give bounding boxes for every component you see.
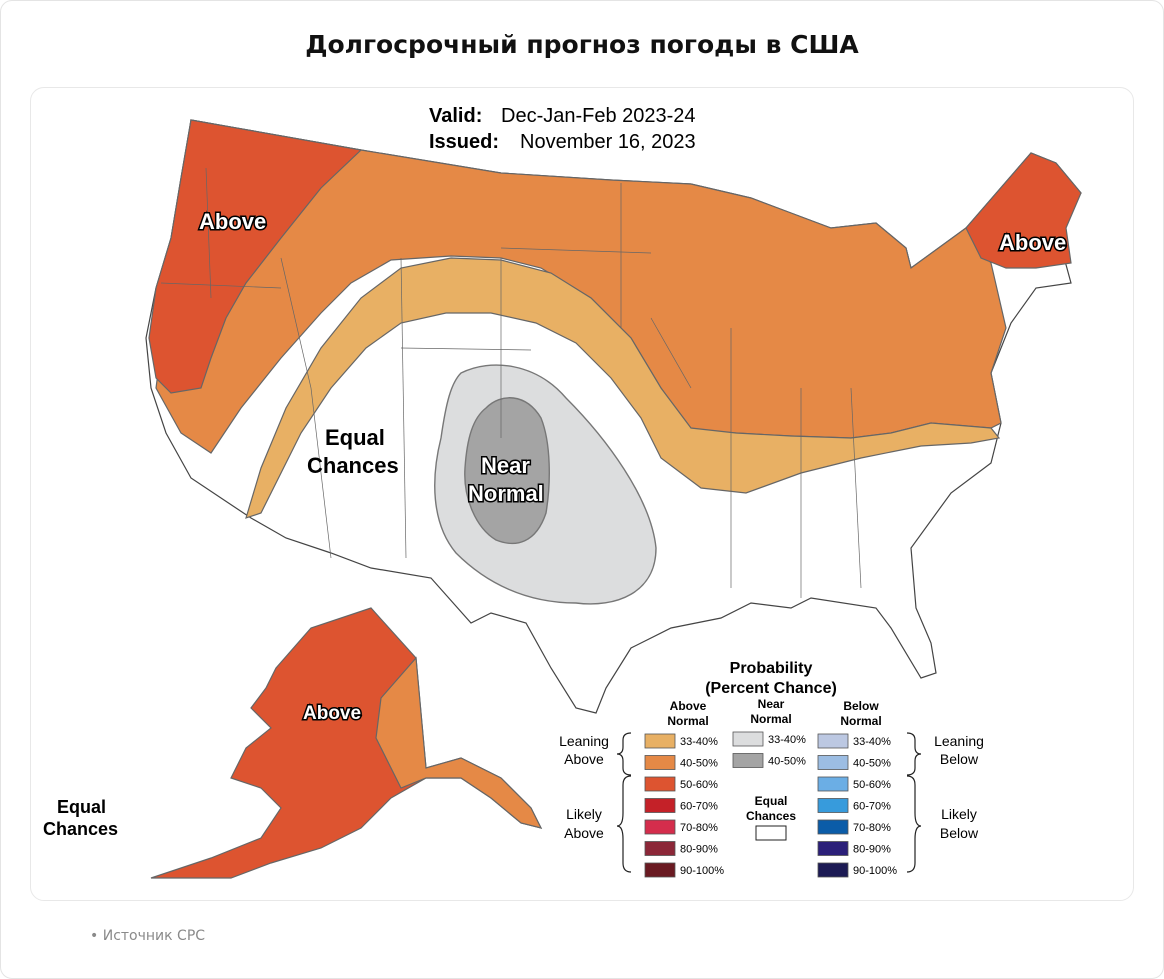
legend-below-range-4: 70-80% xyxy=(853,822,891,834)
above-header-1: Above xyxy=(670,699,707,713)
below-header-1: Below xyxy=(843,699,879,713)
legend-below-range-1: 40-50% xyxy=(853,758,891,770)
legend-above-range-3: 60-70% xyxy=(680,801,718,813)
likely-below-2: Below xyxy=(940,825,979,841)
legend-above-range-2: 50-60% xyxy=(680,779,718,791)
legend-below-swatch-3 xyxy=(817,798,849,813)
alaska-above-40-50 xyxy=(375,656,543,829)
outlook-map-card: Valid: Dec-Jan-Feb 2023-24 Issued: Novem… xyxy=(30,87,1134,901)
west-above-label: Above xyxy=(199,209,266,234)
state-boundaries xyxy=(160,167,862,598)
legend-near-swatch-0 xyxy=(732,731,764,747)
above-header-2: Normal xyxy=(667,714,708,728)
legend-near-column: 33-40% 40-50% xyxy=(732,731,806,768)
alaska-land xyxy=(150,607,543,879)
legend-below-range-6: 90-100% xyxy=(853,865,897,877)
near-header-1: Near xyxy=(758,697,785,711)
issued-label: Issued: xyxy=(429,131,499,153)
legend-above-swatch-1 xyxy=(644,755,676,770)
equal-chances-line1: Equal xyxy=(325,425,385,450)
legend-below-swatch-4 xyxy=(817,819,849,835)
alaska-equal-line1: Equal xyxy=(57,797,106,817)
near-normal-40-50 xyxy=(464,397,550,544)
leaning-above-2: Above xyxy=(564,751,604,767)
near-header-2: Normal xyxy=(750,712,791,726)
legend-near-range-1: 40-50% xyxy=(768,756,806,768)
legend-equal-2: Chances xyxy=(746,809,796,823)
alaska-above-label: Above xyxy=(303,703,361,724)
legend-braces xyxy=(616,732,922,873)
legend-above-column: 33-40% 40-50% 50-60% 60-70% 70-80% 80-90% 90-1… xyxy=(644,733,724,878)
legend-above-swatch-5 xyxy=(644,841,676,856)
legend-above-swatch-2 xyxy=(644,776,676,792)
legend-below-swatch-5 xyxy=(817,841,849,856)
legend-below-column: 33-40% 40-50% 50-60% 60-70% 70-80% 80-90% 90-1… xyxy=(817,733,897,878)
legend-above-swatch-6 xyxy=(644,862,676,878)
near-normal-line2: Normal xyxy=(468,481,544,506)
source-note: • Источник CPC xyxy=(90,928,206,944)
legend-below-range-2: 50-60% xyxy=(853,779,891,791)
leaning-below-2: Below xyxy=(940,751,979,767)
northeast-above-label: Above xyxy=(999,230,1066,255)
legend-below-range-5: 80-90% xyxy=(853,844,891,856)
legend-below-range-3: 60-70% xyxy=(853,801,891,813)
legend-title-line1: Probability xyxy=(730,660,813,677)
above-50-60-northeast xyxy=(965,152,1082,269)
near-normal-line1: Near xyxy=(481,453,530,478)
legend-equal-1: Equal xyxy=(755,794,788,808)
below-header-2: Normal xyxy=(840,714,881,728)
valid-label: Valid: xyxy=(429,105,482,127)
alaska-equal-line2: Chances xyxy=(43,819,118,839)
legend: Probability (Percent Chance) Above Norma… xyxy=(559,660,984,878)
legend-above-swatch-4 xyxy=(644,819,676,835)
outlook-map: Valid: Dec-Jan-Feb 2023-24 Issued: Novem… xyxy=(43,105,1082,879)
legend-above-swatch-3 xyxy=(644,798,676,813)
issued-value: November 16, 2023 xyxy=(520,131,696,153)
above-33-40-region xyxy=(245,257,1001,519)
legend-above-range-5: 80-90% xyxy=(680,844,718,856)
legend-above-range-6: 90-100% xyxy=(680,865,724,877)
likely-below-1: Likely xyxy=(941,806,977,822)
legend-near-range-0: 33-40% xyxy=(768,734,806,746)
page-title: Долгосрочный прогноз погоды в США xyxy=(305,30,859,59)
legend-below-swatch-1 xyxy=(817,755,849,770)
legend-above-swatch-0 xyxy=(644,733,676,749)
legend-near-swatch-1 xyxy=(732,753,764,768)
legend-below-range-0: 33-40% xyxy=(853,736,891,748)
legend-above-range-4: 70-80% xyxy=(680,822,718,834)
legend-above-range-1: 40-50% xyxy=(680,758,718,770)
legend-equal-swatch xyxy=(755,825,787,841)
legend-title-line2: (Percent Chance) xyxy=(705,680,837,697)
legend-below-swatch-6 xyxy=(817,862,849,878)
leaning-below-1: Leaning xyxy=(934,733,984,749)
source-text: Источник CPC xyxy=(102,928,206,944)
legend-below-swatch-0 xyxy=(817,733,849,749)
likely-above-1: Likely xyxy=(566,806,602,822)
legend-below-swatch-2 xyxy=(817,776,849,792)
valid-value: Dec-Jan-Feb 2023-24 xyxy=(501,105,696,127)
likely-above-2: Above xyxy=(564,825,604,841)
equal-chances-line2: Chances xyxy=(307,453,399,478)
leaning-above-1: Leaning xyxy=(559,733,609,749)
legend-above-range-0: 33-40% xyxy=(680,736,718,748)
above-50-60-west xyxy=(148,119,363,394)
